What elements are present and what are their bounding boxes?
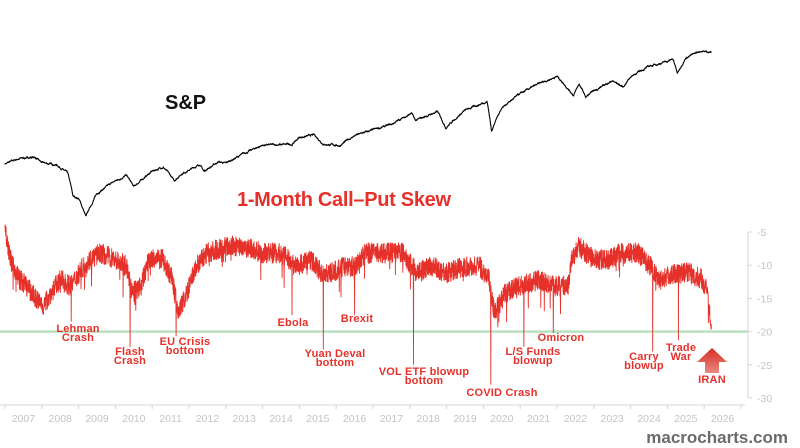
x-tick-label: 2024 [637, 413, 661, 425]
annotation-line: Flash [115, 346, 145, 358]
up-arrow-icon [697, 348, 727, 373]
x-tick-label: 2009 [85, 413, 109, 425]
annotation-line: bottom [315, 357, 355, 369]
annotation-line: blowup [513, 355, 553, 367]
annotation-line: Trade [665, 342, 697, 354]
sp-label: S&P [165, 92, 207, 114]
x-tick-label: 2022 [564, 413, 588, 425]
annotation-line: EU Crisis [159, 336, 211, 348]
x-tick-label: 2017 [380, 413, 404, 425]
annotation-line: Crash [113, 355, 147, 367]
annotation-omicron: Omicron [537, 332, 585, 344]
annotation-line: Ebola [277, 317, 309, 329]
y-tick-label: -5 [757, 227, 766, 239]
watermark: macrocharts.com [646, 428, 788, 447]
x-tick-label: 2008 [49, 413, 73, 425]
chart-title: 1-Month Call–Put Skew [237, 189, 451, 211]
y-tick-label: -15 [757, 293, 772, 305]
annotation-flash-crash: Flash Crash [113, 346, 147, 367]
x-tick-label: 2026 [711, 413, 735, 425]
annotation-ls-funds: L/S Funds blowup [505, 346, 561, 367]
x-tick-label: 2015 [306, 413, 330, 425]
axes: 2007 2008 2009 2010 2011 2012 2013 2014 2015 2016… [0, 227, 772, 425]
annotation-line: IRAN [698, 374, 726, 386]
x-tick-label: 2019 [453, 413, 477, 425]
annotation-lehman-crash: Lehman Crash [56, 323, 100, 344]
x-tick-label: 2007 [12, 413, 36, 425]
annotation-yuan-deval: Yuan Deval bottom [304, 348, 366, 369]
sp-line [4, 50, 712, 217]
annotation-ebola: Ebola [277, 317, 309, 329]
y-tick-label: -30 [757, 393, 772, 405]
annotation-covid-crash: COVID Crash [466, 387, 538, 399]
x-tick-label: 2025 [674, 413, 698, 425]
annotation-line: bottom [404, 375, 444, 387]
annotation-line: bottom [165, 345, 205, 357]
annotation-line: blowup [624, 360, 664, 372]
y-tick-label: -10 [757, 260, 772, 272]
annotation-brexit: Brexit [340, 313, 374, 325]
y-tick-label: -20 [757, 327, 772, 339]
annotation-line: Carry [629, 351, 659, 363]
x-tick-label: 2011 [159, 413, 182, 425]
annotation-line: Crash [61, 332, 95, 344]
annotation-line: VOL ETF blowup [378, 366, 470, 378]
annotation-line: COVID Crash [466, 387, 538, 399]
x-tick-label: 2012 [196, 413, 220, 425]
x-tick-label: 2014 [269, 413, 293, 425]
annotation-line: War [670, 351, 692, 363]
annotation-carry-blowup: Carry blowup [624, 351, 664, 372]
annotation-line: Omicron [537, 332, 585, 344]
annotation-line: Brexit [340, 313, 374, 325]
annotation-eu-crisis: EU Crisis bottom [159, 336, 211, 357]
x-tick-label: 2021 [527, 413, 551, 425]
annotation-line: Lehman [56, 323, 100, 335]
annotation-line: L/S Funds [505, 346, 561, 358]
skew-line [4, 224, 712, 385]
x-tick-label: 2020 [490, 413, 514, 425]
x-tick-label: 2010 [122, 413, 146, 425]
annotation-iran: IRAN [698, 374, 726, 386]
annotation-vol-etf: VOL ETF blowup bottom [378, 366, 470, 387]
annotation-trade-war: Trade War [665, 342, 697, 363]
annotation-line: Yuan Deval [304, 348, 366, 360]
x-tick-label: 2023 [601, 413, 625, 425]
x-tick-label: 2016 [343, 413, 367, 425]
x-tick-label: 2018 [417, 413, 441, 425]
y-tick-label: -25 [757, 360, 772, 372]
x-tick-label: 2013 [233, 413, 257, 425]
